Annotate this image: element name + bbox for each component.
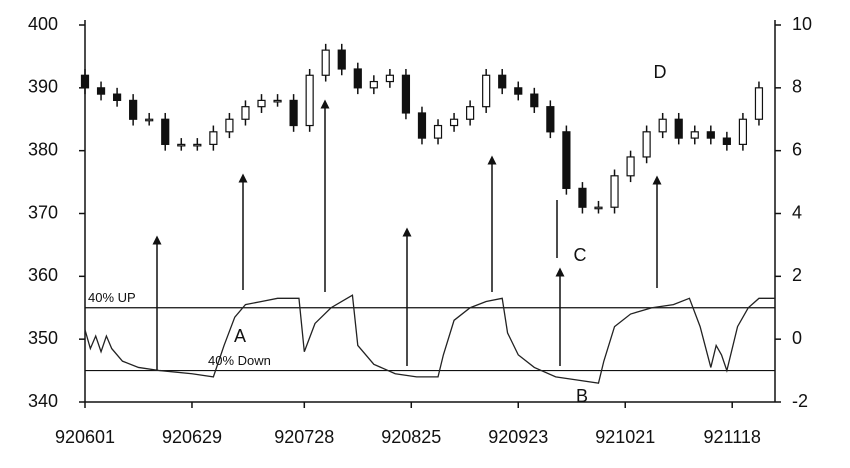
- candle-body: [289, 99, 298, 127]
- annotation: B: [576, 386, 588, 406]
- candle-body: [337, 49, 346, 70]
- candle-body: [417, 112, 427, 139]
- candle-body: [305, 74, 314, 127]
- x-tick-label: 920629: [162, 427, 222, 447]
- candle-body: [642, 131, 651, 158]
- y2-tick-label: 6: [792, 139, 802, 159]
- candle-body: [273, 99, 282, 103]
- x-tick-label: 920728: [274, 427, 334, 447]
- candle-body: [96, 87, 106, 95]
- y2-tick-label: 8: [792, 77, 802, 97]
- candle-body: [722, 137, 731, 145]
- candle-body: [449, 118, 459, 127]
- arrows: [152, 99, 662, 370]
- reference-label: 40% UP: [88, 290, 136, 305]
- x-tick-label: 921021: [595, 427, 655, 447]
- candle-body: [209, 131, 218, 145]
- candle-body: [562, 131, 571, 189]
- x-tick-label: 920825: [381, 427, 441, 447]
- candle-body: [177, 143, 186, 147]
- candle-body: [257, 99, 266, 108]
- candle-body: [610, 175, 619, 208]
- oscillator-line: [84, 294, 775, 384]
- y2-tick-label: 0: [792, 328, 802, 348]
- candle-body: [626, 156, 635, 177]
- candle-body: [401, 74, 411, 114]
- candle-body: [706, 131, 715, 139]
- candle-body: [321, 49, 330, 76]
- y-tick-label: 390: [28, 77, 58, 97]
- candle-body: [738, 118, 748, 145]
- candle-body: [690, 131, 699, 139]
- y-tick-label: 360: [28, 265, 58, 285]
- y2-tick-label: 4: [792, 202, 802, 222]
- candle-body: [658, 118, 667, 133]
- candle-body: [161, 118, 170, 145]
- y-tick-label: 370: [28, 202, 58, 222]
- candle-body: [546, 106, 555, 133]
- candle-body: [482, 74, 491, 108]
- y-tick-label: 350: [28, 328, 58, 348]
- candle-body: [498, 74, 507, 89]
- candle-body: [112, 93, 122, 102]
- candle-body: [674, 118, 683, 139]
- candle-body: [193, 143, 202, 147]
- y-tick-label: 380: [28, 139, 58, 159]
- x-tick-label: 920601: [55, 427, 115, 447]
- candle-body: [369, 80, 378, 89]
- annotation: D: [654, 62, 667, 82]
- y2-tick-label: 10: [792, 14, 812, 34]
- candle-body: [385, 74, 394, 83]
- candle-body: [754, 87, 764, 120]
- y2-tick-label: 2: [792, 265, 802, 285]
- annotation: A: [234, 326, 246, 346]
- candle-body: [514, 87, 523, 95]
- x-tick-label: 921118: [704, 427, 761, 447]
- candle-body: [530, 93, 539, 108]
- candle-body: [80, 74, 90, 89]
- candle-body: [466, 106, 475, 120]
- candle-body: [225, 118, 234, 133]
- y-tick-label: 400: [28, 14, 58, 34]
- reference-label: 40% Down: [208, 353, 271, 368]
- y2-tick-label: -2: [792, 391, 808, 411]
- candle-body: [129, 99, 138, 120]
- y-tick-label: 340: [28, 391, 58, 411]
- x-tick-label: 920923: [488, 427, 548, 447]
- candle-body: [594, 206, 603, 210]
- candle-body: [241, 106, 250, 120]
- candle-body: [145, 118, 154, 122]
- candle-body: [353, 68, 362, 89]
- annotation: C: [574, 245, 587, 265]
- candle-body: [578, 187, 587, 208]
- candle-body: [433, 124, 443, 139]
